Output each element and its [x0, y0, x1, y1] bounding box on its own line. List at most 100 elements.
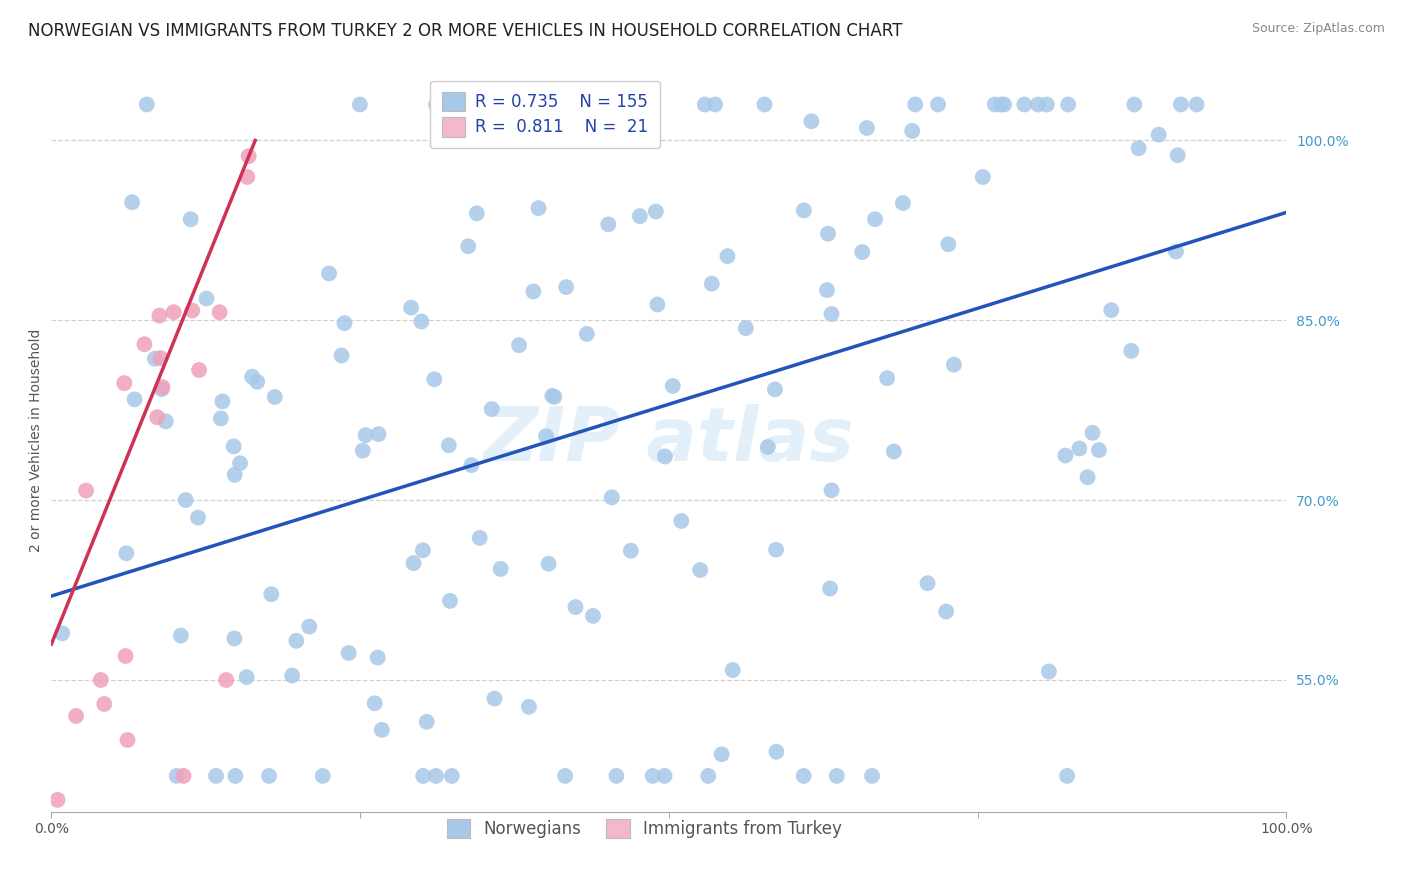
Point — [620, 543, 643, 558]
Point — [222, 439, 245, 453]
Point — [1123, 97, 1146, 112]
Point — [765, 542, 787, 557]
Point — [935, 605, 957, 619]
Point — [1054, 449, 1077, 463]
Point — [173, 769, 195, 783]
Point — [115, 546, 138, 560]
Point — [754, 97, 776, 112]
Point — [654, 769, 676, 783]
Point — [1014, 97, 1036, 112]
Point — [238, 149, 260, 163]
Point — [1081, 425, 1104, 440]
Legend: Norwegians, Immigrants from Turkey: Norwegians, Immigrants from Turkey — [440, 812, 848, 845]
Point — [170, 629, 193, 643]
Point — [489, 562, 512, 576]
Point — [149, 351, 172, 365]
Point — [555, 280, 578, 294]
Point — [1121, 343, 1143, 358]
Point — [1128, 141, 1150, 155]
Point — [229, 456, 252, 470]
Point — [697, 769, 720, 783]
Point — [166, 769, 188, 783]
Point — [181, 303, 204, 318]
Point — [1170, 97, 1192, 112]
Point — [195, 292, 218, 306]
Point — [641, 769, 664, 783]
Point — [600, 491, 623, 505]
Point — [647, 297, 669, 311]
Point — [439, 594, 461, 608]
Point — [534, 429, 557, 443]
Point — [143, 351, 166, 366]
Point — [883, 444, 905, 458]
Point — [825, 769, 848, 783]
Point — [527, 201, 550, 215]
Point — [211, 394, 233, 409]
Point — [187, 510, 209, 524]
Point — [484, 691, 506, 706]
Point — [1057, 97, 1080, 112]
Point — [415, 714, 437, 729]
Point — [938, 237, 960, 252]
Point — [616, 97, 638, 112]
Point — [457, 239, 479, 253]
Point — [984, 97, 1007, 112]
Point — [474, 97, 496, 112]
Y-axis label: 2 or more Vehicles in Household: 2 or more Vehicles in Household — [30, 328, 44, 552]
Point — [609, 98, 631, 112]
Point — [689, 563, 711, 577]
Point — [716, 249, 738, 263]
Point — [793, 203, 815, 218]
Text: NORWEGIAN VS IMMIGRANTS FROM TURKEY 2 OR MORE VEHICLES IN HOUSEHOLD CORRELATION : NORWEGIAN VS IMMIGRANTS FROM TURKEY 2 OR… — [28, 22, 903, 40]
Point — [412, 543, 434, 558]
Point — [671, 514, 693, 528]
Point — [891, 196, 914, 211]
Point — [65, 709, 87, 723]
Point — [756, 440, 779, 454]
Point — [517, 699, 540, 714]
Point — [734, 321, 756, 335]
Text: Source: ZipAtlas.com: Source: ZipAtlas.com — [1251, 22, 1385, 36]
Point — [700, 277, 723, 291]
Point — [134, 337, 156, 351]
Point — [628, 209, 651, 223]
Point — [543, 390, 565, 404]
Point — [46, 793, 69, 807]
Point — [224, 632, 246, 646]
Point — [121, 195, 143, 210]
Point — [260, 587, 283, 601]
Point — [236, 169, 259, 184]
Point — [146, 410, 169, 425]
Point — [114, 648, 136, 663]
Point — [1036, 97, 1059, 112]
Point — [263, 390, 285, 404]
Point — [815, 283, 838, 297]
Point — [863, 212, 886, 227]
Point — [209, 411, 232, 425]
Point — [993, 97, 1015, 112]
Point — [150, 382, 173, 396]
Point — [411, 314, 433, 328]
Point — [437, 438, 460, 452]
Point — [152, 380, 174, 394]
Point — [927, 97, 949, 112]
Point — [224, 769, 246, 783]
Point — [1147, 128, 1170, 142]
Point — [318, 267, 340, 281]
Point — [460, 458, 482, 472]
Point — [1038, 665, 1060, 679]
Point — [367, 650, 389, 665]
Point — [330, 349, 353, 363]
Point — [851, 245, 873, 260]
Point — [876, 371, 898, 385]
Point — [367, 427, 389, 442]
Point — [468, 531, 491, 545]
Point — [224, 467, 246, 482]
Point — [465, 206, 488, 220]
Point — [820, 483, 842, 498]
Point — [215, 673, 238, 687]
Point — [1185, 97, 1208, 112]
Point — [901, 124, 924, 138]
Point — [337, 646, 360, 660]
Point — [508, 338, 530, 352]
